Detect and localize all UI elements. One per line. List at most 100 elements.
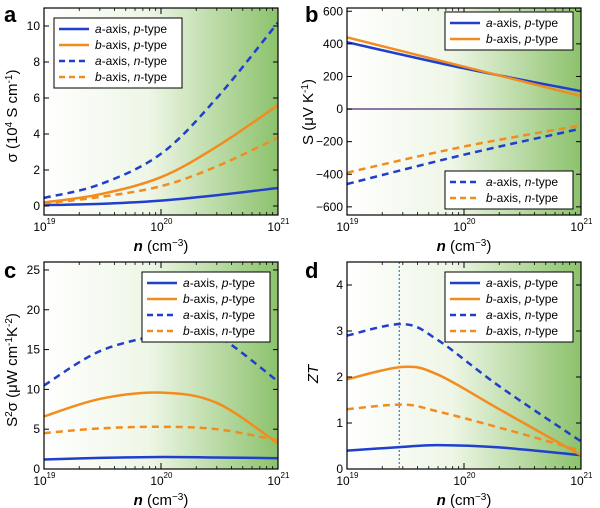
legend-label-1-1: b-axis, p-type bbox=[486, 32, 558, 46]
legend-label-2-0: a-axis, p-type bbox=[183, 276, 255, 290]
series-line-d-2 bbox=[347, 322, 581, 443]
y-tick-label-b-2: −200 bbox=[316, 135, 343, 149]
legend-label-3-1: b-axis, p-type bbox=[486, 292, 558, 306]
legend-label-3-3: b-axis, n-type bbox=[486, 324, 558, 338]
x-tick-exp-c-20: 20 bbox=[164, 471, 173, 480]
panel-letter-a: a bbox=[4, 2, 17, 27]
plot-area-b bbox=[347, 36, 581, 186]
y-tick-label-a-5: 10 bbox=[27, 19, 41, 33]
legend-label-1-0: a-axis, p-type bbox=[486, 16, 558, 30]
y-tick-label-a-2: 4 bbox=[33, 127, 40, 141]
x-tick-exp-a-20: 20 bbox=[164, 217, 173, 226]
panel-letter-b: b bbox=[305, 2, 318, 27]
x-tick-label-c-19: 10 bbox=[33, 474, 47, 488]
series-line-b-3 bbox=[347, 124, 581, 174]
plot-area-a bbox=[44, 21, 278, 207]
series-line-a-1 bbox=[44, 104, 278, 204]
x-tick-label-a-21: 10 bbox=[267, 220, 281, 234]
legend-label-0-1: b-axis, p-type bbox=[95, 38, 167, 52]
series-line-d-3 bbox=[347, 403, 581, 452]
y-tick-label-d-1: 1 bbox=[336, 416, 343, 430]
x-tick-label-b-20: 10 bbox=[453, 220, 467, 234]
x-tick-exp-a-21: 21 bbox=[281, 217, 290, 226]
x-tick-label-c-20: 10 bbox=[150, 474, 164, 488]
series-line-d-1 bbox=[347, 365, 581, 457]
series-line-c-1 bbox=[44, 391, 278, 445]
y-tick-label-d-0: 0 bbox=[336, 462, 343, 476]
series-line-c-0 bbox=[44, 455, 278, 461]
y-tick-label-a-0: 0 bbox=[33, 199, 40, 213]
panel-letter-d: d bbox=[305, 258, 318, 283]
x-tick-label-c-21: 10 bbox=[267, 474, 281, 488]
legend-label-2-2: a-axis, n-type bbox=[183, 308, 255, 322]
y-tick-label-c-2: 10 bbox=[27, 382, 41, 396]
y-tick-label-d-2: 2 bbox=[336, 370, 343, 384]
x-tick-exp-b-20: 20 bbox=[467, 217, 476, 226]
y-tick-label-b-3: 0 bbox=[336, 102, 343, 116]
y-axis-label-a: σ (104 S cm-1) bbox=[4, 70, 22, 163]
x-tick-exp-c-21: 21 bbox=[281, 471, 290, 480]
y-tick-label-a-3: 6 bbox=[33, 91, 40, 105]
x-axis-label-a: n (cm−3) bbox=[134, 238, 189, 256]
x-tick-exp-d-19: 19 bbox=[350, 471, 359, 480]
series-line-a-3 bbox=[44, 136, 278, 205]
series-line-a-0 bbox=[44, 186, 278, 207]
series-line-a-2 bbox=[44, 21, 278, 200]
y-tick-label-a-1: 2 bbox=[33, 163, 40, 177]
y-tick-label-c-1: 5 bbox=[33, 422, 40, 436]
legend-label-0-3: b-axis, n-type bbox=[95, 70, 167, 84]
series-line-b-1 bbox=[347, 36, 581, 98]
x-tick-label-d-21: 10 bbox=[570, 474, 584, 488]
legend-box-b-p bbox=[444, 11, 574, 51]
plot-area-d bbox=[347, 262, 581, 469]
y-tick-label-d-4: 4 bbox=[336, 278, 343, 292]
series-line-d-0 bbox=[347, 443, 581, 457]
y-axis-label-c: S2σ (μW cm-1K-2) bbox=[4, 313, 22, 427]
legend-label-3-2: a-axis, n-type bbox=[486, 308, 558, 322]
x-tick-exp-b-19: 19 bbox=[350, 217, 359, 226]
y-tick-label-b-0: −600 bbox=[316, 200, 343, 214]
x-tick-label-a-20: 10 bbox=[150, 220, 164, 234]
y-tick-label-c-0: 0 bbox=[33, 462, 40, 476]
legend-label-1-2: a-axis, n-type bbox=[486, 175, 558, 189]
x-tick-exp-c-19: 19 bbox=[47, 471, 56, 480]
legend-label-0-2: a-axis, n-type bbox=[95, 54, 167, 68]
x-axis-label-c: n (cm−3) bbox=[134, 492, 189, 508]
y-tick-label-c-3: 15 bbox=[27, 343, 41, 357]
x-tick-label-d-19: 10 bbox=[336, 474, 350, 488]
series-line-b-0 bbox=[347, 41, 581, 93]
series-line-b-2 bbox=[347, 127, 581, 186]
x-tick-exp-a-19: 19 bbox=[47, 217, 56, 226]
y-tick-label-a-4: 8 bbox=[33, 55, 40, 69]
legend-box-b-n bbox=[444, 170, 574, 210]
panel-letter-c: c bbox=[4, 258, 16, 283]
y-axis-label-d: ZT bbox=[305, 363, 322, 384]
y-tick-label-c-4: 20 bbox=[27, 303, 41, 317]
x-tick-label-b-21: 10 bbox=[570, 220, 584, 234]
x-tick-label-d-20: 10 bbox=[453, 474, 467, 488]
x-axis-label-d: n (cm−3) bbox=[437, 492, 492, 508]
legend-label-3-0: a-axis, p-type bbox=[486, 276, 558, 290]
y-tick-label-b-4: 200 bbox=[323, 69, 343, 83]
x-tick-label-a-19: 10 bbox=[33, 220, 47, 234]
legend-label-2-1: b-axis, p-type bbox=[183, 292, 255, 306]
y-tick-label-b-1: −400 bbox=[316, 167, 343, 181]
legend-label-2-3: b-axis, n-type bbox=[183, 324, 255, 338]
y-tick-label-b-5: 400 bbox=[323, 37, 343, 51]
x-tick-exp-d-20: 20 bbox=[467, 471, 476, 480]
y-tick-label-c-5: 25 bbox=[27, 263, 41, 277]
y-tick-label-b-6: 600 bbox=[323, 4, 343, 18]
legend-label-1-3: b-axis, n-type bbox=[486, 191, 558, 205]
y-tick-label-d-3: 3 bbox=[336, 324, 343, 338]
series-line-c-3 bbox=[44, 425, 278, 442]
x-tick-exp-b-21: 21 bbox=[584, 217, 593, 226]
x-tick-label-b-19: 10 bbox=[336, 220, 350, 234]
legend-label-0-0: a-axis, p-type bbox=[95, 22, 167, 36]
x-axis-label-b: n (cm−3) bbox=[437, 238, 492, 256]
